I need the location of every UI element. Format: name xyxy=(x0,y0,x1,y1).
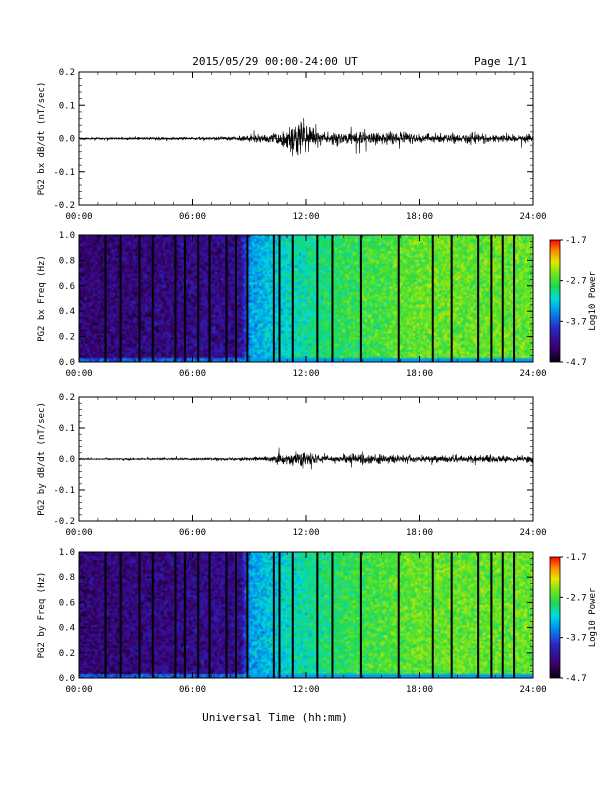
panel-1: 0.2 0.1 0.0 -0.1 -0.200:00 06:00 12:00 18:00 24:… xyxy=(37,68,547,222)
x-tick-label: 00:00 xyxy=(65,528,92,538)
y-tick-label: 0.0 xyxy=(59,674,75,684)
y-tick-label: 0.6 xyxy=(59,282,75,292)
y-tick-label: -0.1 xyxy=(53,168,75,178)
panels: 0.20.10.0-0.1-0.200:00 06:00 12:00 18:00 24:… xyxy=(37,68,598,695)
colorbar-tick-label: -3.7 xyxy=(565,317,587,327)
x-tick-label: 24:00 xyxy=(519,685,546,695)
y-tick-label: -0.2 xyxy=(53,201,75,211)
panel-4: -1.7 -2.7 -3.7 -4.7 Log10 Power 1.0 0.8 0.6 0.4 0… xyxy=(37,548,598,695)
spectrogram-image xyxy=(79,552,533,678)
x-tick-label: 06:00 xyxy=(179,369,206,379)
x-tick-label: 06:00 xyxy=(179,685,206,695)
colorbar-tick-label: -1.7 xyxy=(565,553,587,563)
y-tick-label: 0.0 xyxy=(59,358,75,368)
y-tick-label: -0.1 xyxy=(53,486,75,496)
colorbar-tick-label: -2.7 xyxy=(565,593,587,603)
y-tick-label: 0.2 xyxy=(59,333,75,343)
x-tick-label: 24:00 xyxy=(519,528,546,538)
colorbar-label: Log10 Power xyxy=(588,271,598,331)
y-tick-label: 1.0 xyxy=(59,548,75,558)
panel-2: -1.7 -2.7 -3.7 -4.7 Log10 Power 1.0 0.8 0.6 0.4 0… xyxy=(37,231,598,379)
y-tick-label: 0.6 xyxy=(59,598,75,608)
page-label: Page 1/1 xyxy=(474,55,527,68)
colorbar-tick-label: -2.7 xyxy=(565,277,587,287)
y-axis-label: PG2 by Freq (Hz) xyxy=(37,572,47,659)
y-axis-label: PG2 by dB/dt (nT/sec) xyxy=(37,402,47,516)
y-tick-label: 0.0 xyxy=(59,455,75,465)
y-axis-label: PG2 bx Freq (Hz) xyxy=(37,255,47,342)
panel-3: 0.2 0.1 0.0 -0.1 -0.200:00 06:00 12:00 18:00 24:… xyxy=(37,393,547,538)
y-tick-label: 0.1 xyxy=(59,424,75,434)
x-tick-label: 24:00 xyxy=(519,212,546,222)
x-tick-label: 12:00 xyxy=(292,685,319,695)
colorbar-tick-label: -1.7 xyxy=(565,236,587,246)
x-tick-label: 18:00 xyxy=(406,685,433,695)
x-tick-label: 12:00 xyxy=(292,212,319,222)
spectrogram-image xyxy=(79,235,533,362)
y-tick-label: 1.0 xyxy=(59,231,75,241)
x-tick-label: 18:00 xyxy=(406,212,433,222)
colorbar-label: Log10 Power xyxy=(588,587,598,647)
figure-title: 2015/05/29 00:00-24:00 UT xyxy=(192,55,358,68)
y-tick-label: 0.4 xyxy=(59,624,75,634)
x-tick-label: 00:00 xyxy=(65,212,92,222)
colorbar-tick-label: -4.7 xyxy=(565,358,587,368)
colorbar xyxy=(549,556,561,679)
x-tick-label: 00:00 xyxy=(65,685,92,695)
x-tick-label: 12:00 xyxy=(292,528,319,538)
y-tick-label: 0.0 xyxy=(59,135,75,145)
y-tick-label: 0.8 xyxy=(59,256,75,266)
series-trace xyxy=(78,117,534,157)
y-tick-label: -0.2 xyxy=(53,517,75,527)
y-tick-label: 0.2 xyxy=(59,68,75,78)
x-tick-label: 12:00 xyxy=(292,369,319,379)
x-axis-title: Universal Time (hh:mm) xyxy=(202,711,348,724)
x-tick-label: 06:00 xyxy=(179,528,206,538)
colorbar-tick-label: -4.7 xyxy=(565,674,587,684)
x-tick-label: 00:00 xyxy=(65,369,92,379)
y-tick-label: 0.2 xyxy=(59,649,75,659)
y-tick-label: 0.4 xyxy=(59,307,75,317)
y-axis-label: PG2 bx dB/dt (nT/sec) xyxy=(37,82,47,196)
colorbar-tick-label: -3.7 xyxy=(565,634,587,644)
x-tick-label: 24:00 xyxy=(519,369,546,379)
colorbar xyxy=(549,239,561,363)
x-tick-label: 18:00 xyxy=(406,369,433,379)
y-tick-label: 0.2 xyxy=(59,393,75,403)
y-tick-label: 0.1 xyxy=(59,101,75,111)
x-tick-label: 06:00 xyxy=(179,212,206,222)
x-tick-label: 18:00 xyxy=(406,528,433,538)
series-trace xyxy=(78,447,534,470)
y-tick-label: 0.8 xyxy=(59,573,75,583)
